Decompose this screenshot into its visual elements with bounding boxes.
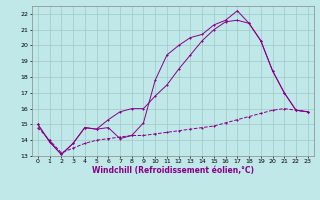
X-axis label: Windchill (Refroidissement éolien,°C): Windchill (Refroidissement éolien,°C) xyxy=(92,166,254,175)
